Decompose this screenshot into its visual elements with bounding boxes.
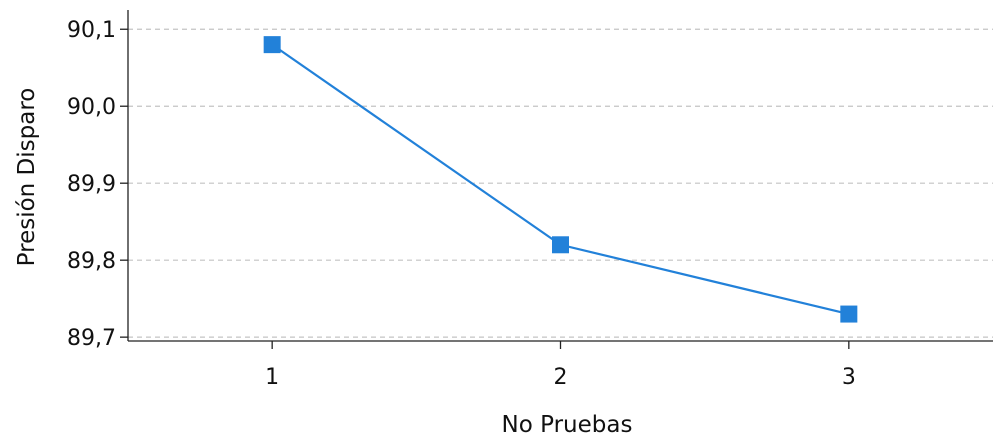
y-tick-label: 89,9 [67, 172, 116, 197]
series-line [271, 43, 850, 316]
y-tick-label: 89,7 [67, 326, 116, 351]
y-tick-label: 90,0 [67, 95, 116, 120]
data-point-marker [552, 236, 569, 254]
data-point-marker [263, 36, 281, 54]
tick-labels: 89,7 89,8 89,9 90,0 90,1 1 2 3 [67, 18, 856, 390]
y-tick-label: 89,8 [67, 249, 116, 274]
x-tick-label: 2 [554, 365, 568, 390]
axes [120, 10, 993, 349]
data-point-marker [840, 305, 858, 323]
data-series [263, 36, 858, 323]
x-tick-label: 3 [842, 365, 856, 390]
grid-lines [128, 28, 993, 338]
y-tick-label: 90,1 [67, 18, 116, 43]
y-axis-title: Presión Disparo [14, 88, 40, 267]
x-tick-label: 1 [265, 365, 279, 390]
x-axis-title: No Pruebas [502, 412, 633, 438]
